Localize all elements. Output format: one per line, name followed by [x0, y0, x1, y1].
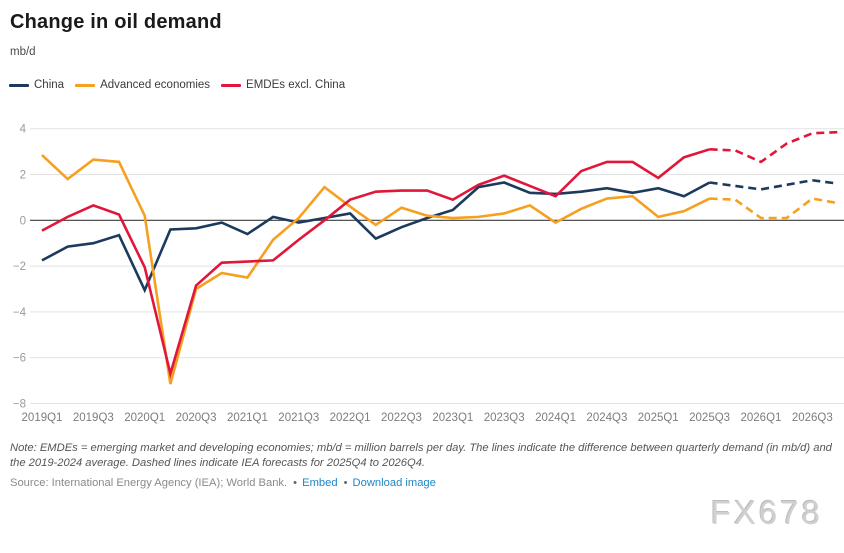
series-line-EMDEs excl. China — [41, 148, 710, 379]
source-text: Source: International Energy Agency (IEA… — [10, 477, 288, 489]
series-line-Advanced economies — [41, 154, 711, 385]
x-axis-label: 2019Q1 — [22, 412, 63, 424]
series-forecast-line-Advanced economies — [709, 197, 839, 220]
x-axis-label: 2021Q1 — [227, 412, 268, 424]
legend-line-swatch-emdes — [221, 83, 242, 87]
legend-line-swatch-advanced-economies — [75, 83, 96, 87]
legend-item: Advanced economies — [75, 79, 210, 91]
legend-item: China — [9, 79, 64, 91]
x-axis-label: 2020Q1 — [124, 412, 165, 424]
source-row: Source: International Energy Agency (IEA… — [10, 477, 436, 489]
x-axis-label: 2024Q3 — [586, 412, 627, 424]
legend: China Advanced economies EMDEs excl. Chi… — [9, 79, 345, 91]
y-axis-label: −4 — [13, 307, 27, 319]
series-forecast-line-China — [709, 178, 839, 191]
x-axis-label: 2026Q1 — [741, 412, 782, 424]
bullet-separator: • — [293, 477, 297, 489]
x-axis-label: 2023Q1 — [432, 412, 473, 424]
note-text: Note: EMDEs = emerging market and develo… — [10, 442, 832, 469]
series-forecast-line-EMDEs excl. China — [709, 130, 839, 164]
x-axis-label: 2026Q3 — [792, 412, 833, 424]
watermark: FX678 — [710, 494, 823, 531]
bullet-separator: • — [343, 477, 348, 489]
x-axis-label: 2025Q3 — [689, 412, 730, 424]
y-axis-label: 0 — [20, 215, 26, 227]
x-axis-label: 2021Q3 — [278, 412, 319, 424]
y-axis-label: 4 — [20, 124, 27, 136]
legend-line-swatch-china — [9, 83, 29, 87]
x-axis-label: 2022Q3 — [381, 412, 422, 424]
y-axis-label: −2 — [13, 261, 26, 273]
legend-label: China — [34, 79, 65, 91]
legend-item: EMDEs excl. China — [221, 79, 345, 91]
y-axis-label: −8 — [13, 399, 26, 411]
y-axis-label: 2 — [20, 170, 26, 182]
x-axis-label: 2024Q1 — [535, 412, 576, 424]
x-axis-label: 2019Q3 — [73, 412, 114, 424]
legend-label: Advanced economies — [100, 79, 211, 91]
x-axis-label: 2022Q1 — [330, 412, 371, 424]
legend-label: EMDEs excl. China — [246, 79, 346, 91]
download-image-link[interactable]: Download image — [352, 477, 436, 489]
y-axis-label: −6 — [13, 353, 26, 365]
x-axis-label: 2020Q3 — [176, 412, 217, 424]
page-title: Change in oil demand — [10, 11, 222, 33]
unit-label: mb/d — [10, 46, 36, 58]
x-axis-label: 2023Q3 — [484, 412, 525, 424]
x-axis-label: 2025Q1 — [638, 412, 679, 424]
embed-link[interactable]: Embed — [302, 477, 338, 489]
